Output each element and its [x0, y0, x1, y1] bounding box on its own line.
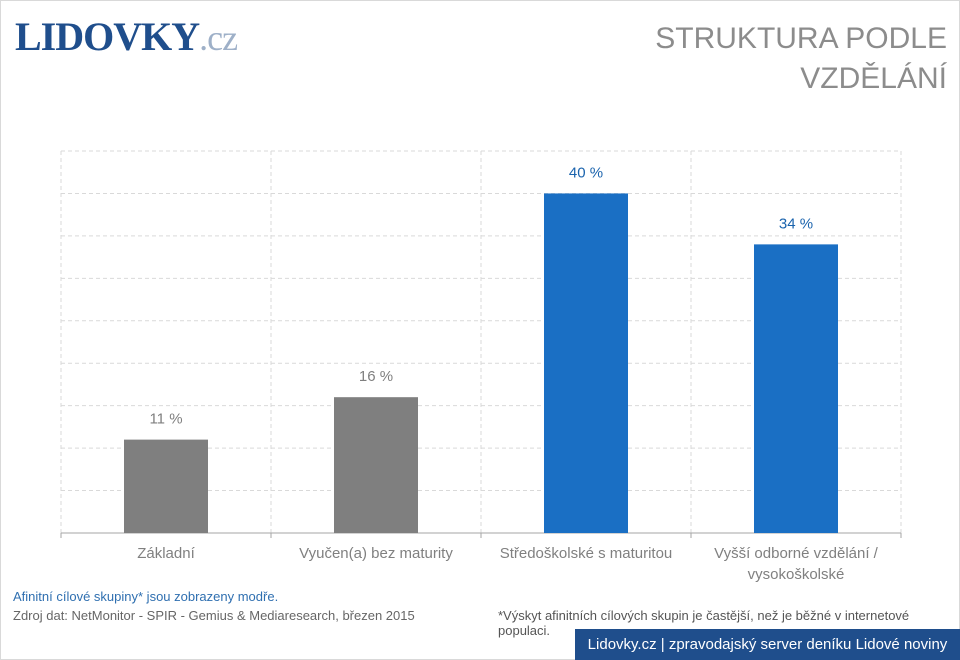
chart-title: STRUKTURA PODLE VZDĚLÁNÍ: [647, 19, 947, 99]
bar-1: [124, 439, 208, 533]
data-label-1: 11 %: [149, 411, 182, 428]
category-label-line: Vyučen(a) bez maturity: [299, 545, 453, 562]
category-label-line: Středoškolské s maturitou: [499, 545, 673, 562]
logo-name: LIDOVKY: [15, 14, 200, 59]
lidovky-logo[interactable]: LIDOVKY.cz: [15, 13, 238, 60]
category-label-line: Základní: [137, 545, 195, 562]
chart-title-line-2: VZDĚLÁNÍ: [800, 62, 947, 95]
data-label-2: 16 %: [359, 368, 393, 385]
category-label-line: vysokoškolské: [747, 566, 845, 583]
footnote: *Výskyt afinitních cílových skupin je ča…: [498, 608, 910, 638]
category-label-3: Středoškolské s maturitou: [481, 543, 691, 564]
footer-bar: Lidovky.cz | zpravodajský server deníku …: [575, 629, 960, 660]
category-label-line: Vyšší odborné vzdělání /: [714, 545, 878, 562]
category-label-2: Vyučen(a) bez maturity: [271, 543, 481, 564]
category-label-1: Základní: [61, 543, 271, 564]
bar-4: [754, 244, 838, 533]
data-source: Zdroj dat: NetMonitor - SPIR - Gemius & …: [13, 608, 415, 623]
data-label-4: 34 %: [779, 215, 813, 232]
bar-2: [334, 397, 418, 533]
bar-3: [544, 193, 628, 533]
affinity-note: Afinitní cílové skupiny* jsou zobrazeny …: [13, 589, 279, 604]
logo-tld: .cz: [199, 18, 238, 58]
bar-chart: 11 % 16 % 40 % 34 %: [60, 150, 902, 538]
category-label-4: Vyšší odborné vzdělání / vysokoškolské: [691, 543, 901, 585]
chart-title-line-1: STRUKTURA PODLE: [655, 22, 947, 55]
data-label-3: 40 %: [569, 164, 603, 181]
